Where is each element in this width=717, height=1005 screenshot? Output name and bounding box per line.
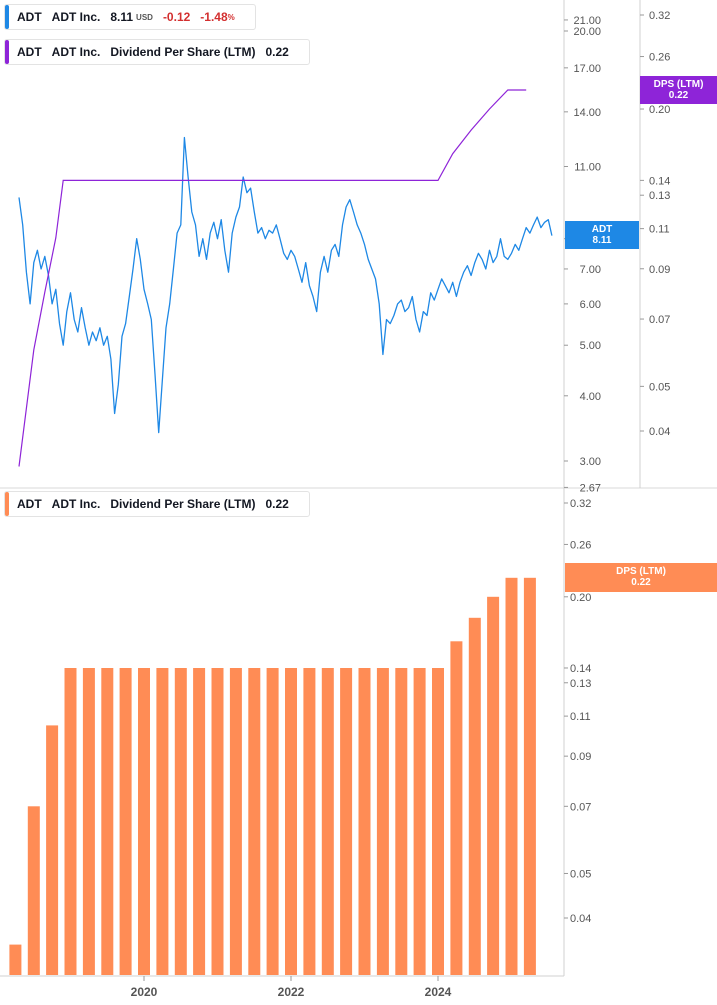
dps-tag-bottom: DPS (LTM) 0.22 bbox=[565, 563, 717, 592]
dps-tag-bottom-label: DPS (LTM) bbox=[616, 566, 666, 577]
price-tick-label: 17.00 bbox=[573, 63, 601, 75]
price-tick-label: 20.00 bbox=[573, 26, 601, 38]
dps-top-tick-label: 0.05 bbox=[649, 381, 670, 393]
dps-bar bbox=[523, 577, 536, 975]
dps-bar bbox=[358, 668, 371, 975]
dps-bar bbox=[46, 725, 59, 975]
legend-metric-name: Dividend Per Share (LTM) bbox=[110, 45, 256, 59]
dps-bottom-tick-label: 0.09 bbox=[570, 751, 591, 763]
dps-bottom-tick-label: 0.20 bbox=[570, 592, 591, 604]
price-tick-label: 4.00 bbox=[580, 391, 601, 403]
dps-bar bbox=[82, 668, 95, 975]
dps-bar bbox=[468, 617, 481, 975]
legend-company-name: ADT Inc. bbox=[51, 497, 101, 511]
dps-top-tick-label: 0.07 bbox=[649, 314, 670, 326]
price-tag-value: 8.11 bbox=[592, 235, 612, 246]
legend-ticker: ADT bbox=[17, 10, 42, 24]
dps-bottom-tick-label: 0.07 bbox=[570, 801, 591, 813]
dps-bar bbox=[174, 668, 187, 975]
dps-top-tick-label: 0.04 bbox=[649, 426, 670, 438]
legend-metric-value: 0.22 bbox=[265, 45, 289, 59]
dps-bar bbox=[340, 668, 353, 975]
dps-bar bbox=[27, 806, 40, 975]
price-tag-label: ADT bbox=[591, 224, 613, 235]
legend-swatch-dps-top bbox=[5, 40, 9, 64]
dps-bar bbox=[64, 668, 77, 975]
price-tick-label: 21.00 bbox=[573, 15, 601, 27]
price-tag: ADT 8.11 bbox=[565, 221, 639, 249]
price-tick-label: 5.00 bbox=[580, 340, 601, 352]
legend-price[interactable]: ADT ADT Inc. 8.11 USD -0.12 -1.48% bbox=[4, 4, 256, 30]
price-tick-label: 2.67 bbox=[580, 482, 601, 494]
dps-top-tick-label: 0.32 bbox=[649, 10, 670, 22]
dps-bottom-tick-label: 0.04 bbox=[570, 913, 591, 925]
price-tick-label: 6.00 bbox=[580, 299, 601, 311]
dps-bar bbox=[101, 668, 114, 975]
dps-bar bbox=[156, 668, 169, 975]
price-line bbox=[18, 136, 553, 434]
price-tick-label: 14.00 bbox=[573, 107, 601, 119]
legend-company-name: ADT Inc. bbox=[51, 10, 101, 24]
price-tick-label: 3.00 bbox=[580, 456, 601, 468]
legend-change: -0.12 bbox=[162, 10, 191, 24]
dps-bottom-tick-label: 0.13 bbox=[570, 678, 591, 690]
dps-bottom-tick-label: 0.11 bbox=[570, 711, 591, 723]
dps-bar bbox=[285, 668, 297, 975]
dps-tag-top: DPS (LTM) 0.22 bbox=[640, 76, 717, 104]
dps-line bbox=[18, 89, 527, 467]
dps-bar bbox=[211, 668, 224, 975]
legend-dps-top[interactable]: ADT ADT Inc. Dividend Per Share (LTM) 0.… bbox=[4, 39, 310, 65]
legend-pct-sign: % bbox=[227, 12, 235, 22]
legend-ticker: ADT bbox=[17, 497, 42, 511]
dps-bar bbox=[505, 577, 518, 975]
price-tick-label: 11.00 bbox=[574, 162, 601, 174]
dps-tag-bottom-value: 0.22 bbox=[631, 577, 651, 588]
dps-bar bbox=[9, 944, 22, 975]
dps-bar bbox=[395, 668, 408, 975]
dps-bottom-tick-label: 0.32 bbox=[570, 498, 591, 510]
dps-top-tick-label: 0.20 bbox=[649, 104, 670, 116]
dps-bar bbox=[119, 668, 132, 975]
legend-price-value: 8.11 bbox=[110, 10, 134, 24]
dps-bar bbox=[193, 668, 206, 975]
dps-bottom-tick-label: 0.26 bbox=[570, 539, 591, 551]
dps-top-tick-label: 0.11 bbox=[649, 224, 670, 236]
dps-bar bbox=[487, 596, 500, 975]
dps-bar bbox=[303, 668, 316, 975]
dps-bar bbox=[413, 668, 426, 975]
dps-bar bbox=[432, 668, 444, 975]
price-tick-label: 7.00 bbox=[580, 264, 601, 276]
dps-bar bbox=[266, 668, 279, 975]
legend-swatch-price bbox=[5, 5, 9, 29]
legend-swatch-dps-bottom bbox=[5, 492, 9, 516]
dps-top-tick-label: 0.13 bbox=[649, 190, 670, 202]
dps-tag-top-value: 0.22 bbox=[668, 90, 689, 101]
dps-bar bbox=[248, 668, 261, 975]
legend-ticker: ADT bbox=[17, 45, 42, 59]
legend-company-name: ADT Inc. bbox=[51, 45, 101, 59]
x-tick-label: 2020 bbox=[131, 985, 158, 999]
dps-tag-top-label: DPS (LTM) bbox=[653, 79, 704, 90]
dps-top-tick-label: 0.26 bbox=[649, 52, 670, 64]
dps-top-tick-label: 0.14 bbox=[649, 175, 670, 187]
dps-top-tick-label: 0.09 bbox=[649, 264, 670, 276]
legend-currency: USD bbox=[136, 12, 153, 22]
dps-bar bbox=[138, 668, 150, 975]
dps-bottom-tick-label: 0.14 bbox=[570, 663, 591, 675]
legend-change-pct: -1.48 bbox=[200, 10, 228, 24]
x-tick-label: 2024 bbox=[425, 985, 452, 999]
dps-bar bbox=[321, 668, 334, 975]
legend-metric-name: Dividend Per Share (LTM) bbox=[110, 497, 256, 511]
x-tick-label: 2022 bbox=[278, 985, 305, 999]
dps-bottom-tick-label: 0.05 bbox=[570, 868, 591, 880]
dps-bar bbox=[229, 668, 242, 975]
legend-dps-bottom[interactable]: ADT ADT Inc. Dividend Per Share (LTM) 0.… bbox=[4, 491, 310, 517]
dps-bar bbox=[450, 641, 463, 975]
dps-bar bbox=[376, 668, 389, 975]
legend-metric-value: 0.22 bbox=[265, 497, 289, 511]
